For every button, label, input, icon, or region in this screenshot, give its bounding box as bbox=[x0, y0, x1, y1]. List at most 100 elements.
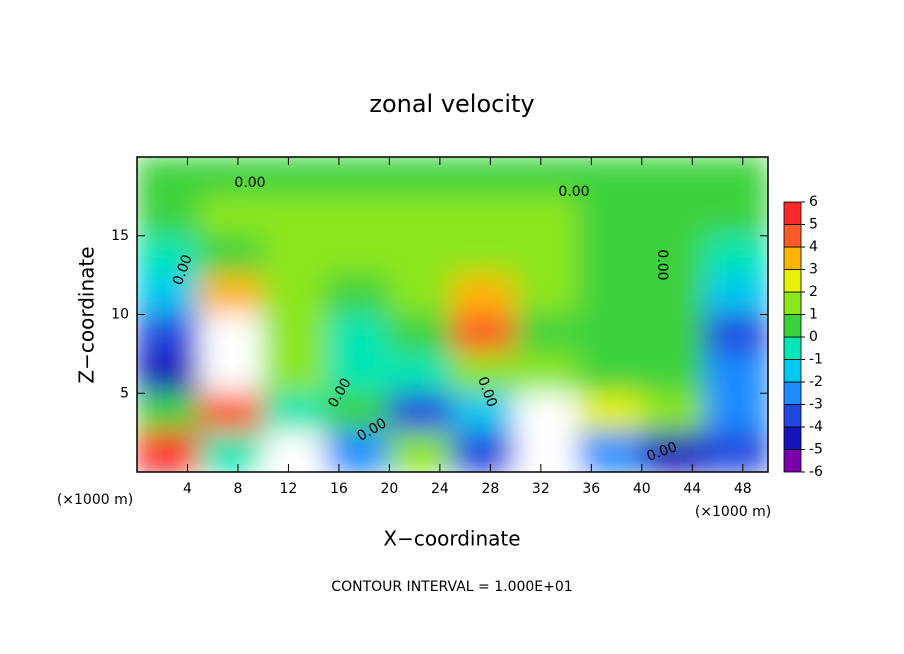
y-tick-label: 15 bbox=[111, 228, 129, 244]
cell bbox=[199, 195, 265, 237]
cell bbox=[577, 157, 643, 198]
cell bbox=[199, 431, 265, 472]
cell bbox=[137, 274, 202, 316]
cell bbox=[577, 431, 643, 472]
cell bbox=[388, 234, 454, 277]
colorbar-label: 4 bbox=[809, 239, 818, 255]
cell bbox=[325, 274, 391, 316]
y-tick-label: 10 bbox=[111, 307, 129, 323]
cell bbox=[199, 392, 265, 434]
y-tick-label: 5 bbox=[120, 385, 129, 401]
cell bbox=[577, 234, 643, 277]
x-tick-label: 20 bbox=[380, 481, 398, 497]
cell bbox=[640, 352, 706, 395]
colorbar-box bbox=[783, 246, 802, 270]
cell bbox=[262, 274, 328, 316]
colorbar-label: -2 bbox=[809, 374, 823, 390]
cell bbox=[262, 431, 328, 472]
cell bbox=[388, 392, 454, 434]
cell bbox=[451, 313, 517, 355]
y-unit: (×1000 m) bbox=[57, 492, 133, 508]
field bbox=[137, 157, 768, 472]
colorbar-label: 3 bbox=[809, 262, 818, 278]
cell bbox=[640, 431, 706, 472]
cell bbox=[388, 274, 454, 316]
cell bbox=[262, 234, 328, 277]
cell bbox=[703, 392, 768, 434]
colorbar-label: 6 bbox=[809, 194, 818, 210]
cell bbox=[577, 352, 643, 395]
x-tick-label: 12 bbox=[280, 481, 298, 497]
cell bbox=[325, 234, 391, 277]
cell bbox=[703, 157, 768, 198]
cell bbox=[137, 431, 202, 472]
cell bbox=[388, 157, 454, 198]
colorbar-box bbox=[783, 426, 802, 450]
cell bbox=[451, 431, 517, 472]
colorbar-label: 5 bbox=[809, 217, 818, 233]
colorbar-box bbox=[783, 449, 802, 473]
cell bbox=[199, 313, 265, 355]
chart-title: zonal velocity bbox=[369, 90, 534, 118]
cell bbox=[514, 392, 580, 434]
cell bbox=[640, 274, 706, 316]
cell bbox=[577, 392, 643, 434]
cell bbox=[577, 313, 643, 355]
cell bbox=[514, 157, 580, 198]
cell bbox=[451, 352, 517, 395]
x-axis-label: X−coordinate bbox=[383, 527, 520, 551]
cell bbox=[640, 234, 706, 277]
cell bbox=[325, 392, 391, 434]
cell bbox=[514, 195, 580, 237]
cell bbox=[640, 313, 706, 355]
cell bbox=[451, 157, 517, 198]
colorbar-box bbox=[783, 359, 802, 383]
cell bbox=[388, 313, 454, 355]
colorbar-label: 2 bbox=[809, 284, 818, 300]
colorbar-label: -4 bbox=[809, 419, 823, 435]
cell bbox=[199, 234, 265, 277]
x-tick-label: 32 bbox=[532, 481, 550, 497]
cell bbox=[640, 392, 706, 434]
x-tick-label: 28 bbox=[481, 481, 499, 497]
x-tick-label: 4 bbox=[183, 481, 192, 497]
cell bbox=[514, 431, 580, 472]
x-tick-label: 8 bbox=[233, 481, 242, 497]
cell bbox=[325, 313, 391, 355]
footer: CONTOUR INTERVAL = 1.000E+01 bbox=[331, 579, 572, 595]
colorbar-label: 1 bbox=[809, 307, 818, 323]
cell bbox=[451, 392, 517, 434]
colorbar-box bbox=[783, 291, 802, 315]
cell bbox=[451, 234, 517, 277]
colorbar-box bbox=[783, 381, 802, 405]
colorbar-box bbox=[783, 224, 802, 248]
x-tick-label: 24 bbox=[431, 481, 449, 497]
colorbar-label: -5 bbox=[809, 442, 823, 458]
contour-label: 0.00 bbox=[654, 249, 670, 280]
cell bbox=[325, 352, 391, 395]
cells bbox=[137, 157, 768, 472]
x-tick-label: 44 bbox=[683, 481, 701, 497]
y-axis-label: Z−coordinate bbox=[75, 246, 99, 383]
colorbar-label: 0 bbox=[809, 329, 818, 345]
cell bbox=[514, 234, 580, 277]
x-tick-label: 36 bbox=[582, 481, 600, 497]
cell bbox=[577, 195, 643, 237]
x-unit: (×1000 m) bbox=[695, 504, 771, 520]
cell bbox=[703, 274, 768, 316]
cell bbox=[262, 157, 328, 198]
cell bbox=[137, 234, 202, 277]
cell bbox=[388, 195, 454, 237]
cell bbox=[199, 157, 265, 198]
colorbar-label: -3 bbox=[809, 397, 823, 413]
cell bbox=[451, 195, 517, 237]
colorbar-box bbox=[783, 336, 802, 360]
cell bbox=[262, 313, 328, 355]
cell bbox=[262, 195, 328, 237]
cell bbox=[703, 234, 768, 277]
cell bbox=[137, 313, 202, 355]
cell bbox=[388, 352, 454, 395]
cell bbox=[640, 195, 706, 237]
